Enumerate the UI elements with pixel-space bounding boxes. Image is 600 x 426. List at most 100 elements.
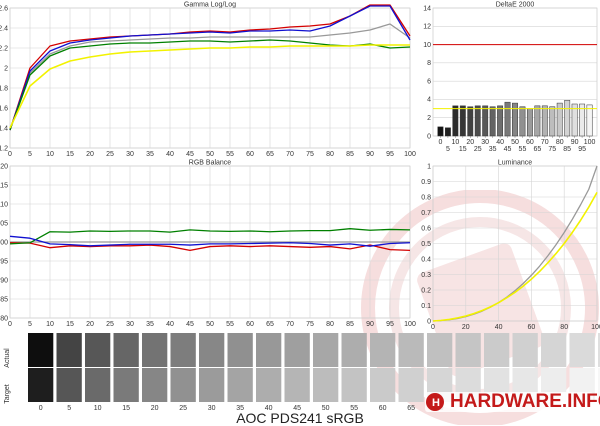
y-tick-label: 0.9 — [421, 179, 431, 186]
actual-swatch — [313, 333, 339, 367]
rgb-balance-title: RGB Balance — [189, 160, 232, 167]
x-tick-label: 15 — [66, 151, 74, 158]
x-tick-label: 40 — [496, 139, 504, 146]
y-tick-label: 10 — [423, 42, 431, 49]
y-tick-label: 6 — [427, 78, 431, 85]
target-swatch — [598, 368, 600, 402]
deltae-bar — [519, 106, 526, 137]
actual-swatch — [170, 333, 196, 367]
x-tick-label: 10 — [451, 139, 459, 146]
actual-swatch — [598, 333, 600, 367]
actual-swatch — [541, 333, 567, 367]
actual-swatch — [341, 333, 367, 367]
luminance-grid — [432, 165, 598, 322]
x-tick-label: 75 — [306, 321, 314, 328]
strip-step-label: 45 — [293, 405, 301, 412]
actual-swatch — [142, 333, 168, 367]
deltae-bar — [541, 105, 548, 137]
red-series-line — [9, 242, 411, 252]
x-tick-label: 40 — [166, 151, 174, 158]
deltae-bar — [474, 105, 481, 137]
deltae-panel: DeltaE 200002468101214051015202530354045… — [423, 2, 598, 153]
target-swatch — [256, 368, 282, 402]
x-tick-label: 100 — [404, 321, 416, 328]
y-tick-label: 2 — [4, 65, 8, 72]
y-tick-label: 1.4 — [0, 125, 8, 132]
x-tick-label: 75 — [548, 146, 556, 153]
y-tick-label: 90 — [0, 277, 8, 284]
x-tick-label: 100 — [591, 324, 600, 331]
x-tick-label: 45 — [186, 321, 194, 328]
x-tick-label: 75 — [306, 151, 314, 158]
x-tick-label: 35 — [146, 151, 154, 158]
x-tick-label: 60 — [246, 151, 254, 158]
y-tick-label: 4 — [427, 97, 431, 104]
x-tick-label: 60 — [528, 324, 536, 331]
deltae-bar — [489, 106, 496, 137]
x-tick-label: 70 — [286, 321, 294, 328]
yellow-series-line — [432, 191, 598, 322]
x-tick-label: 20 — [466, 139, 474, 146]
x-tick-label: 65 — [266, 321, 274, 328]
y-tick-label: 0 — [427, 318, 431, 325]
y-tick-label: 0.3 — [421, 272, 431, 279]
x-tick-label: 80 — [556, 139, 564, 146]
target-swatch — [170, 368, 196, 402]
yellow-series-line — [9, 44, 410, 129]
deltae-bar — [549, 106, 556, 137]
x-tick-label: 35 — [489, 146, 497, 153]
y-tick-label: 12 — [423, 24, 431, 31]
strip-step-label: 60 — [379, 405, 387, 412]
strip-step-label: 35 — [236, 405, 244, 412]
x-tick-label: 20 — [462, 324, 470, 331]
x-tick-label: 20 — [86, 151, 94, 158]
strip-step-label: 5 — [67, 405, 71, 412]
deltae-bar — [459, 105, 466, 137]
x-tick-label: 50 — [511, 139, 519, 146]
deltae-bar — [556, 102, 563, 137]
deltae-bar — [504, 101, 511, 137]
x-tick-label: 5 — [446, 146, 450, 153]
x-tick-label: 100 — [404, 151, 416, 158]
x-tick-label: 55 — [226, 151, 234, 158]
deltae-bar — [437, 126, 444, 137]
target-swatch — [28, 368, 54, 402]
y-tick-label: 0.4 — [421, 256, 431, 263]
green-series-line — [9, 228, 411, 245]
strip-row-label-target: Target — [4, 384, 11, 404]
actual-swatch — [113, 333, 139, 367]
deltae-bar — [571, 103, 578, 137]
target-swatch — [398, 368, 424, 402]
x-tick-label: 80 — [560, 324, 568, 331]
x-tick-label: 65 — [533, 146, 541, 153]
gamma-title: Gamma Log/Log — [184, 2, 236, 9]
actual-swatch — [569, 333, 595, 367]
actual-swatch — [56, 333, 82, 367]
target-swatch — [56, 368, 82, 402]
deltae-bar — [452, 105, 459, 137]
x-tick-label: 30 — [126, 321, 134, 328]
x-tick-label: 40 — [495, 324, 503, 331]
y-tick-label: 1.2 — [0, 145, 8, 152]
y-tick-label: 0.7 — [421, 210, 431, 217]
y-tick-label: 8 — [427, 60, 431, 67]
strip-step-label: 55 — [350, 405, 358, 412]
y-tick-label: 2 — [427, 115, 431, 122]
x-tick-label: 30 — [481, 139, 489, 146]
y-tick-label: 2.2 — [0, 45, 8, 52]
gray-series-line — [9, 23, 411, 131]
rgb-balance-panel: RGB Balance 80 85 90 95 100 105 110 115 120 0 5 10 15… — [0, 160, 416, 329]
y-tick-label: 115 — [0, 182, 8, 189]
deltae-bar — [482, 105, 489, 137]
target-swatch — [142, 368, 168, 402]
x-tick-label: 55 — [519, 146, 527, 153]
x-tick-label: 5 — [28, 151, 32, 158]
x-tick-label: 35 — [146, 321, 154, 328]
deltae-bar — [497, 105, 504, 137]
x-tick-label: 85 — [563, 146, 571, 153]
deltae-bar — [526, 108, 533, 137]
x-tick-label: 15 — [459, 146, 467, 153]
x-tick-label: 90 — [366, 321, 374, 328]
x-tick-label: 40 — [166, 321, 174, 328]
